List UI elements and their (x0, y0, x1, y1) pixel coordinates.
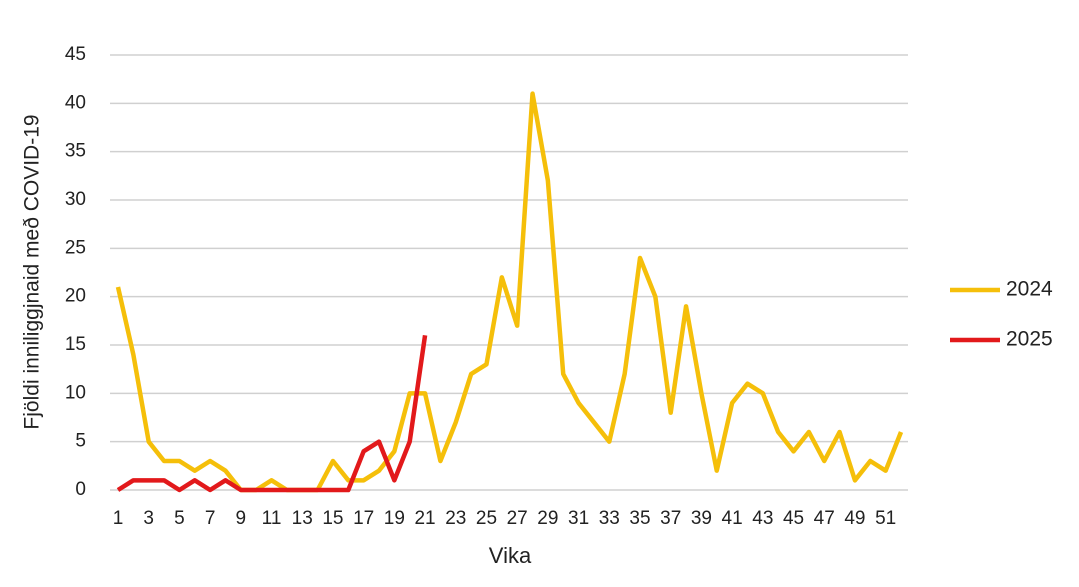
x-tick-label: 21 (414, 508, 435, 529)
x-tick-label: 33 (599, 508, 620, 529)
x-axis-title: Vika (489, 543, 532, 568)
y-tick-label: 15 (65, 334, 86, 355)
x-tick-label: 37 (660, 508, 681, 529)
data-line (115, 91, 904, 493)
y-axis-title: Fjöldi inniliggjnaid með COVID-19 (21, 114, 44, 429)
x-tick-label: 43 (752, 508, 773, 529)
x-tick-label: 11 (262, 508, 282, 529)
x-tick-label: 29 (537, 508, 558, 529)
x-tick-label: 49 (844, 508, 865, 529)
x-tick-label: 19 (384, 508, 405, 529)
x-tick-label: 23 (445, 508, 466, 529)
legend-label: 2025 (1006, 328, 1053, 351)
x-tick-label: 7 (205, 508, 216, 529)
y-tick-label: 40 (65, 92, 86, 113)
y-tick-label: 5 (75, 431, 86, 452)
x-tick-label: 13 (292, 508, 313, 529)
y-tick-label: 0 (75, 479, 86, 500)
x-tick-label: 47 (814, 508, 835, 529)
x-tick-label: 1 (113, 508, 124, 529)
x-tick-label: 25 (476, 508, 497, 529)
x-tick-label: 35 (629, 508, 650, 529)
x-tick-label: 15 (322, 508, 343, 529)
x-tick-label: 31 (568, 508, 589, 529)
y-tick-label: 35 (65, 141, 86, 162)
y-tick-label: 25 (65, 237, 86, 258)
x-tick-label: 45 (783, 508, 804, 529)
x-tick-label: 27 (507, 508, 528, 529)
x-tick-label: 17 (353, 508, 374, 529)
x-tick-label: 41 (722, 508, 743, 529)
x-tick-label: 5 (174, 508, 185, 529)
x-tick-label: 51 (875, 508, 896, 529)
y-tick-label: 45 (65, 44, 86, 65)
x-tick-label: 39 (691, 508, 712, 529)
y-tick-label: 10 (65, 382, 86, 403)
x-tick-label: 9 (236, 508, 247, 529)
y-tick-label: 20 (65, 286, 86, 307)
y-tick-label: 30 (65, 189, 86, 210)
x-tick-label: 3 (143, 508, 154, 529)
legend-label: 2024 (1006, 278, 1053, 301)
data-line (116, 335, 428, 493)
